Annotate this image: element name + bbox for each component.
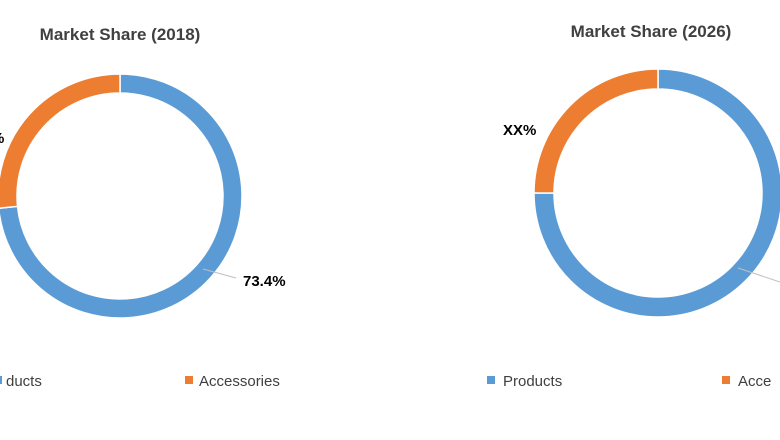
donut-slice-accessories <box>0 73 121 209</box>
chart-2018-leader-line <box>202 268 237 279</box>
chart-2018-donut <box>0 73 243 319</box>
legend-label-products: ducts <box>6 373 42 390</box>
chart-2026-donut <box>533 68 780 318</box>
chart-2018-accessories-data-label: % <box>0 130 4 147</box>
legend-swatch-accessories <box>185 376 193 384</box>
chart-2018-products-data-label: 73.4% <box>243 273 286 290</box>
chart-2026-legend: Products Acce <box>487 373 771 390</box>
donut-slice-products <box>533 68 780 318</box>
chart-2026-accessories-data-label: XX% <box>503 122 536 139</box>
donut-slice-accessories <box>533 68 659 194</box>
legend-label-accessories: Accessories <box>199 373 280 390</box>
legend-label-accessories: Acce <box>738 373 771 390</box>
legend-swatch-products <box>0 376 2 384</box>
chart-2018: Market Share (2018) 73.4% % ducts Access… <box>0 25 286 390</box>
legend-swatch-products <box>487 376 495 384</box>
chart-2026: Market Share (2026) XX% Products Acce <box>487 22 780 390</box>
chart-2018-title: Market Share (2018) <box>40 25 201 44</box>
chart-2026-leader-line <box>737 267 780 283</box>
donut-slice-products <box>0 73 243 319</box>
chart-2018-legend: ducts Accessories <box>0 373 280 390</box>
legend-label-products: Products <box>503 373 562 390</box>
legend-swatch-accessories <box>722 376 730 384</box>
chart-2026-title: Market Share (2026) <box>571 22 732 41</box>
